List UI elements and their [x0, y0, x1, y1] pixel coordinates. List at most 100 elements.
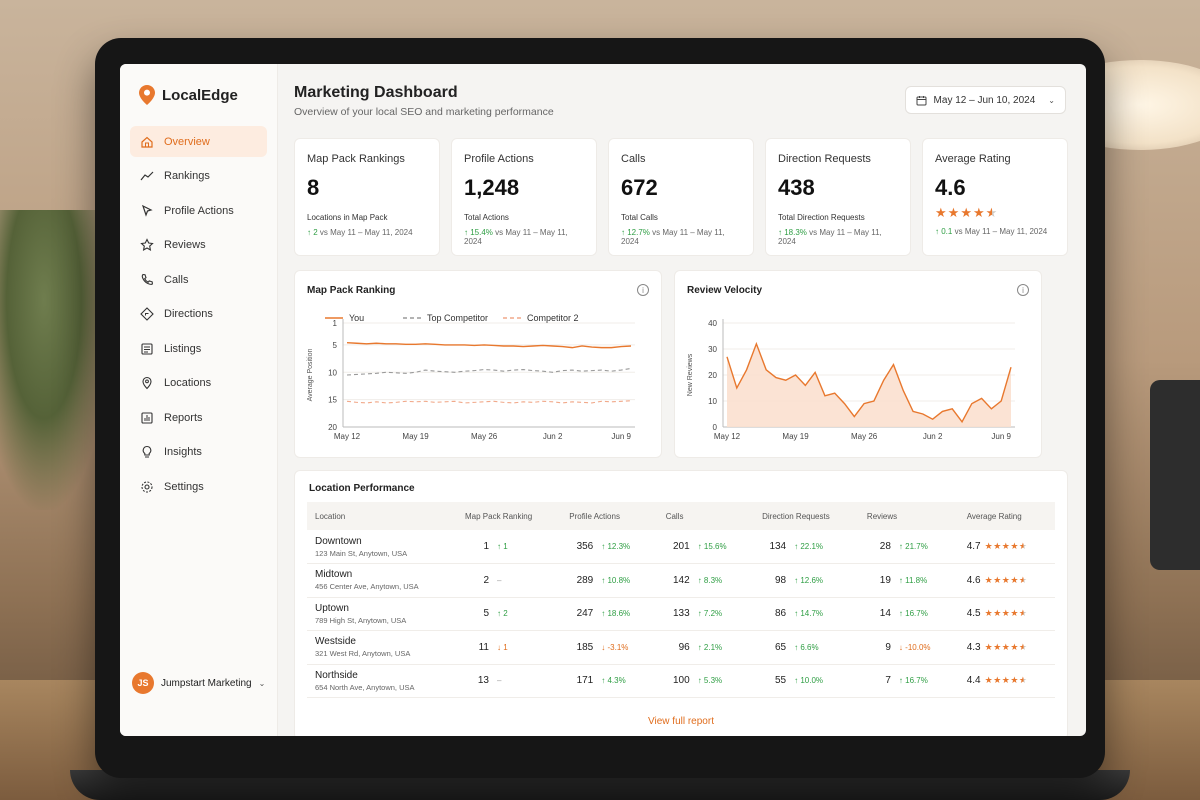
arrow-up-icon: ↑	[601, 575, 608, 585]
kpi-label: Total Actions	[464, 213, 509, 222]
sidebar-item-profile-actions[interactable]: Profile Actions	[130, 195, 267, 226]
series-line-0	[346, 342, 632, 349]
star-icon: ★	[1010, 608, 1019, 619]
page-title: Marketing Dashboard	[294, 84, 458, 101]
reviews-value: 28	[879, 541, 891, 552]
info-icon[interactable]: i	[637, 284, 649, 296]
y-axis-label: New Reviews	[687, 353, 694, 396]
user-menu[interactable]: JS Jumpstart Marketing ⌄	[132, 672, 265, 694]
location-name[interactable]: Northside	[315, 669, 358, 681]
rating-cell: 4.7 ★★★★★	[958, 530, 1055, 564]
kpi-card-direction-requests[interactable]: Direction Requests 438 Total Direction Req…	[765, 138, 911, 256]
half-star-icon: ★	[1018, 541, 1028, 551]
sidebar-item-rankings[interactable]: Rankings	[130, 161, 267, 192]
kpi-row: Map Pack Rankings 8 Locations in Map Pack ↑…	[294, 138, 1068, 256]
legend-label: You	[349, 313, 364, 323]
delta-value: 4.3%	[607, 676, 626, 686]
y-tick-label: 15	[328, 396, 337, 405]
location-name[interactable]: Downtown	[315, 535, 362, 547]
arrow-up-icon: ↑	[601, 609, 608, 619]
sidebar-item-directions[interactable]: Directions	[130, 299, 267, 330]
directions-cell: 134 ↑ 22.1%	[754, 530, 859, 564]
star-icon: ★	[1001, 641, 1011, 652]
column-header[interactable]: Profile Actions	[569, 511, 620, 521]
column-header[interactable]: Direction Requests	[762, 511, 830, 521]
x-tick-label: May 19	[402, 432, 429, 441]
delta-value: -3.1%	[607, 642, 629, 652]
reviews-cell: 14 ↑ 16.7%	[858, 597, 959, 631]
directions-cell: 86 ↑ 14.7%	[754, 597, 859, 631]
sidebar-nav: Overview Rankings Profile Actions Reviews Ca…	[130, 126, 267, 502]
legend-label: Top Competitor	[427, 313, 488, 323]
table-row[interactable]: Westside 321 West Rd, Anytown, USA 11 ↓ 1 18…	[307, 630, 1055, 665]
column-header[interactable]: Map Pack Ranking	[465, 511, 533, 521]
y-tick-label: 20	[328, 423, 337, 432]
sidebar-item-locations[interactable]: Locations	[130, 368, 267, 399]
sidebar-item-insights[interactable]: Insights	[130, 437, 267, 468]
column-header[interactable]: Reviews	[866, 511, 898, 521]
sidebar-item-listings[interactable]: Listings	[130, 333, 267, 364]
calls-cell: 142 ↑ 8.3%	[657, 563, 755, 598]
kpi-card-average-rating[interactable]: Average Rating 4.6 ★★★★★ ↑ 0.1 vs May 11 – …	[922, 138, 1068, 256]
reviews-cell: 9 ↓ -10.0%	[858, 630, 959, 665]
kpi-value: 8	[307, 175, 320, 200]
reviews-value: 14	[879, 608, 891, 620]
rank-cell: 5 ↑ 2	[457, 597, 562, 631]
y-tick-label: 10	[328, 368, 337, 377]
rank-cell: 13–	[457, 664, 562, 698]
app-name: LocalEdge	[162, 86, 238, 104]
delta-value: 1	[503, 642, 508, 652]
directions-value: 98	[775, 574, 787, 586]
main-content: Marketing Dashboard Overview of your loc…	[278, 64, 1086, 736]
half-star-icon: ★	[1018, 608, 1028, 619]
actions-value: 247	[576, 608, 594, 620]
location-name[interactable]: Uptown	[315, 602, 349, 614]
column-header[interactable]: Average Rating	[966, 511, 1022, 521]
table-row[interactable]: Downtown 123 Main St, Anytown, USA 1 ↑ 1 356…	[307, 530, 1055, 564]
delta-up: ↑ 16.7%	[899, 676, 928, 685]
table-row[interactable]: Northside 654 North Ave, Anytown, USA 13–1…	[307, 664, 1055, 698]
date-range-label: May 12 – Jun 10, 2024	[933, 94, 1036, 106]
arrow-down-icon: ↓	[497, 642, 504, 652]
date-range-picker[interactable]: May 12 – Jun 10, 2024 ⌄	[904, 86, 1066, 114]
sidebar-item-reviews[interactable]: Reviews	[130, 230, 267, 261]
arrow-up-icon: ↑	[697, 575, 704, 585]
arrow-up-icon: ↑	[794, 542, 801, 551]
map-pack-ranking-card: 1 5 10 15 20 Average Position May 12 May 19 May …	[294, 270, 662, 458]
sidebar-item-overview[interactable]: Overview	[130, 126, 267, 157]
reviews-value: 19	[879, 574, 891, 586]
area-fill	[727, 343, 1011, 427]
location-name[interactable]: Westside	[315, 636, 356, 648]
lightbulb-icon	[140, 445, 154, 459]
calls-cell: 201 ↑ 15.6%	[657, 530, 755, 564]
column-header[interactable]: Calls	[665, 511, 684, 521]
series-line-0	[726, 341, 1012, 424]
sidebar-item-calls[interactable]: Calls	[130, 264, 267, 295]
sidebar-item-reports[interactable]: Reports	[130, 402, 267, 433]
delta-up: ↑ 16.7%	[899, 609, 928, 618]
delta-up: ↑ 5.3%	[698, 676, 722, 685]
kpi-delta: ↑ 12.7% vs May 11 – May 11, 2024	[621, 228, 741, 246]
sidebar-item-label: Rankings	[164, 170, 210, 182]
series-line-2	[346, 400, 632, 404]
table-row[interactable]: Midtown 456 Center Ave, Anytown, USA 2–289…	[307, 563, 1055, 598]
view-full-report-link[interactable]: View full report	[648, 716, 714, 727]
kpi-card-map-pack-rankings[interactable]: Map Pack Rankings 8 Locations in Map Pack ↑…	[294, 138, 440, 256]
location-address: 123 Main St, Anytown, USA	[315, 548, 408, 558]
kpi-card-calls[interactable]: Calls 672 Total Calls ↑ 12.7% vs May 11 – M…	[608, 138, 754, 256]
table-row[interactable]: Uptown 789 High St, Anytown, USA 5 ↑ 2 247 ↑ …	[307, 597, 1055, 631]
sidebar-item-settings[interactable]: Settings	[130, 471, 267, 502]
kpi-title: Average Rating	[935, 153, 1011, 165]
x-tick-label: May 19	[782, 432, 809, 441]
logo[interactable]: LocalEdge	[130, 84, 267, 106]
x-tick-label: May 12	[334, 432, 361, 441]
kpi-title: Profile Actions	[464, 153, 534, 165]
kpi-card-profile-actions[interactable]: Profile Actions 1,248 Total Actions ↑ 15.4%…	[451, 138, 597, 256]
column-header[interactable]: Location	[315, 511, 346, 521]
star-icon	[140, 238, 154, 252]
kpi-delta-value: 0.1	[941, 227, 953, 236]
rating-cell: 4.3 ★★★★★	[958, 630, 1055, 665]
info-icon[interactable]: i	[1017, 284, 1029, 296]
location-name[interactable]: Midtown	[315, 569, 353, 581]
x-tick-label: Jun 2	[923, 432, 943, 441]
